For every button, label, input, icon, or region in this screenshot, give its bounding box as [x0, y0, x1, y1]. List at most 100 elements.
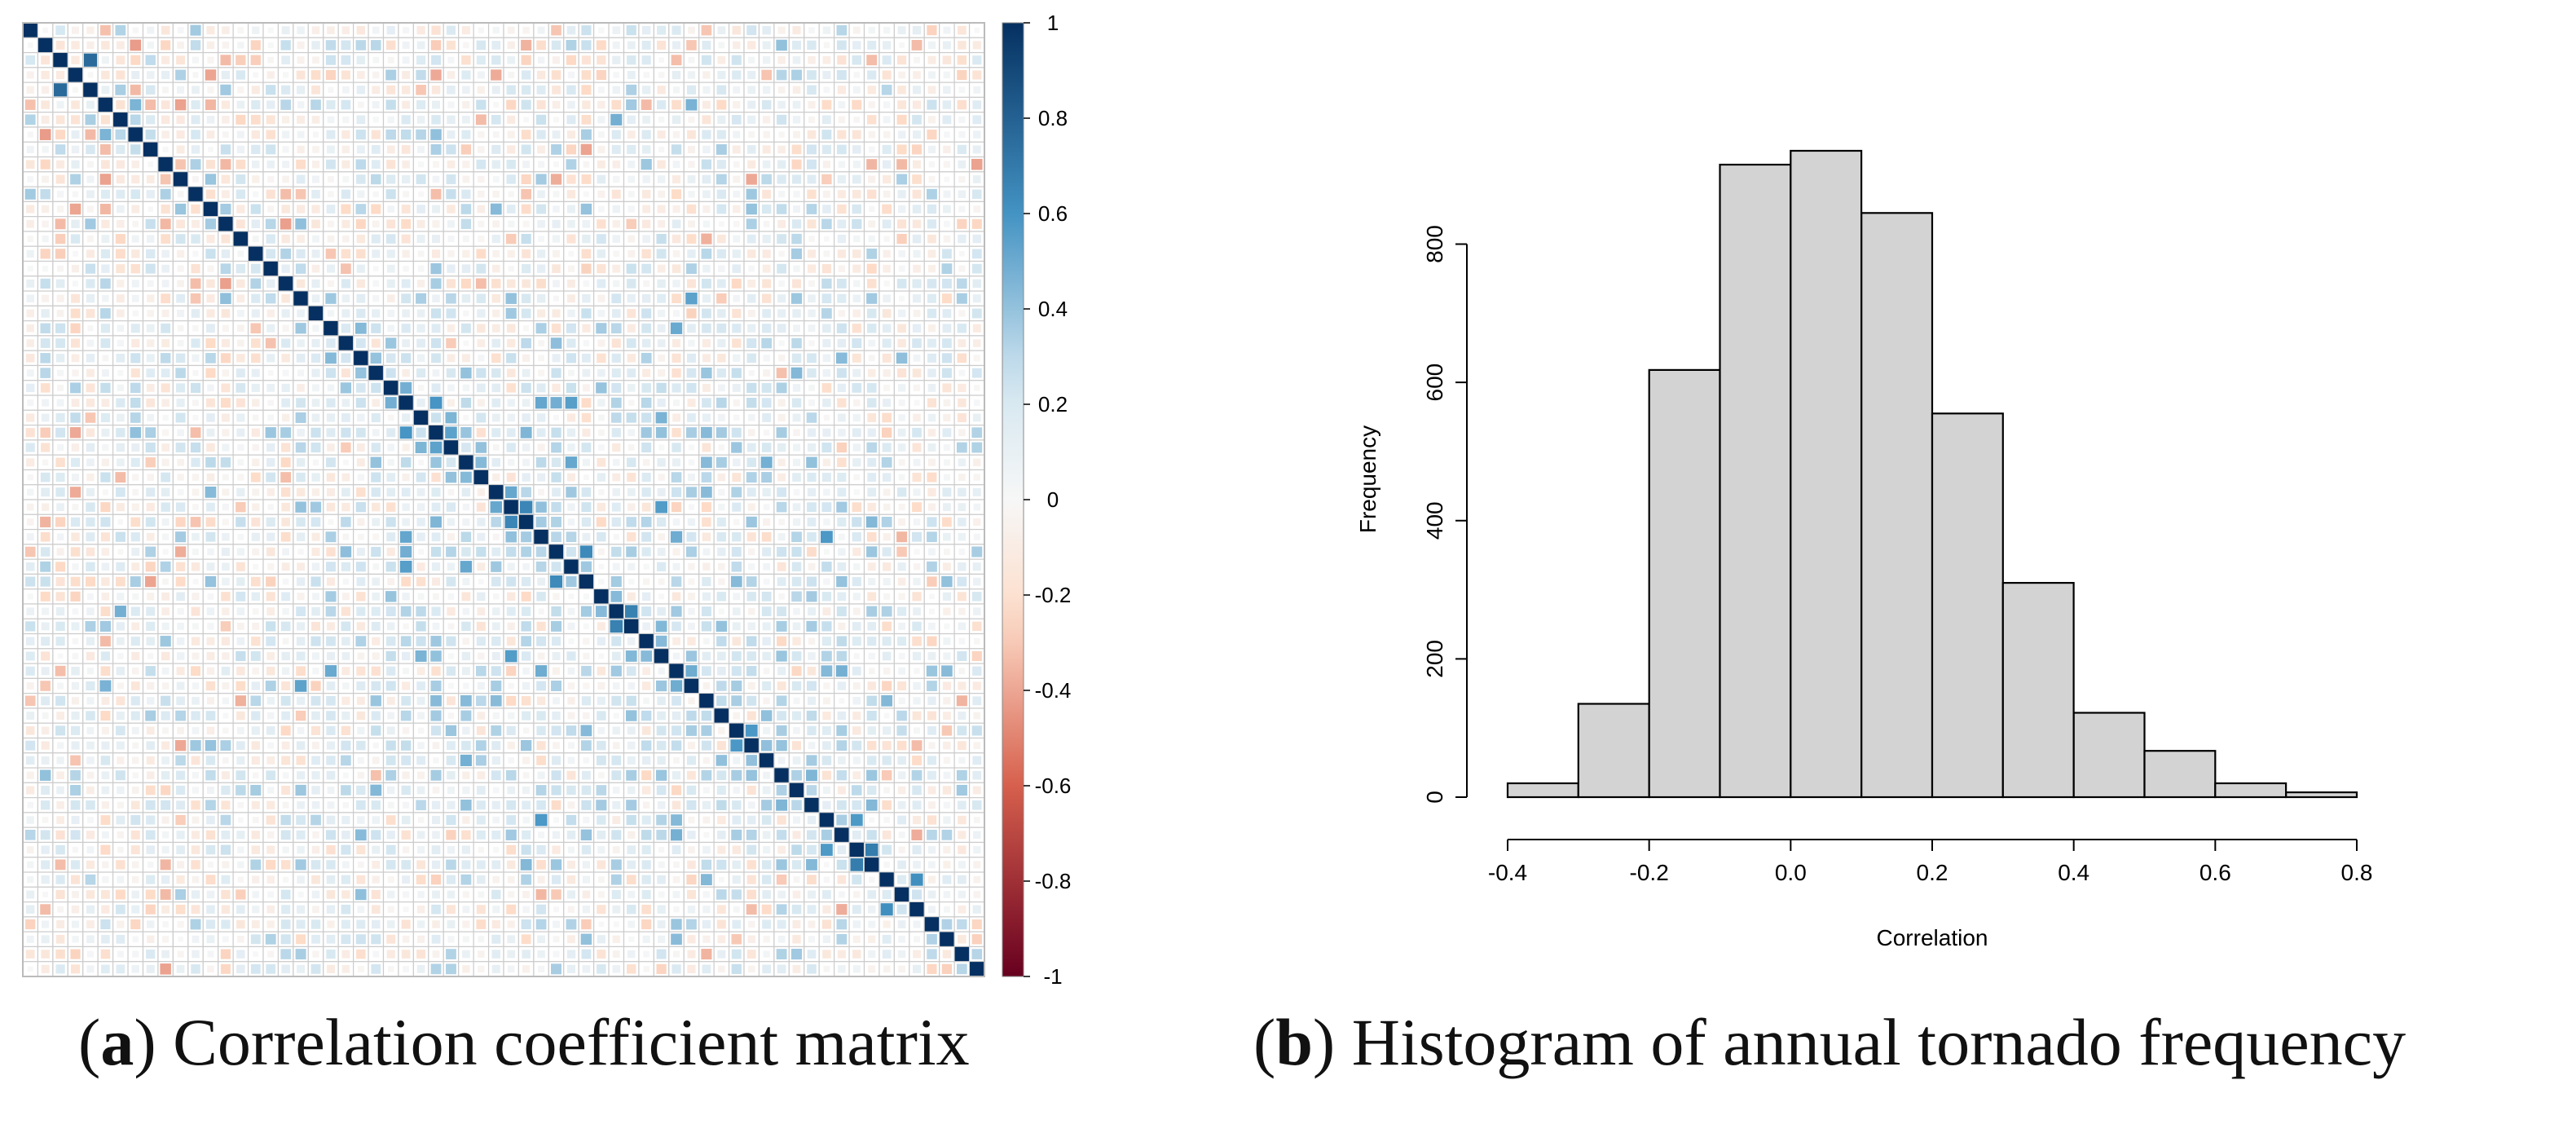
matrix-cell [537, 443, 545, 452]
matrix-cell [236, 205, 245, 214]
matrix-cell [551, 427, 561, 438]
matrix-cell [386, 25, 395, 35]
matrix-cell [431, 383, 441, 393]
matrix-cell [176, 667, 185, 676]
matrix-cell [641, 55, 651, 65]
matrix-cell [898, 474, 905, 481]
matrix-cell [161, 383, 170, 393]
matrix-cell [192, 816, 200, 824]
matrix-cell [611, 309, 621, 318]
matrix-cell [853, 235, 861, 243]
matrix-cell [72, 504, 79, 511]
matrix-cell [478, 190, 485, 198]
matrix-cell [597, 339, 605, 347]
matrix-cell [312, 324, 319, 332]
matrix-cell [746, 769, 757, 781]
matrix-cell [944, 220, 950, 227]
matrix-cell [824, 862, 830, 868]
matrix-cell [837, 204, 847, 214]
matrix-cell [911, 144, 923, 155]
matrix-cell [866, 531, 877, 542]
matrix-cell [403, 623, 409, 630]
matrix-cell [461, 860, 471, 870]
matrix-cell [507, 562, 515, 571]
matrix-cell [943, 145, 951, 154]
matrix-cell [852, 920, 861, 928]
matrix-cell [296, 637, 306, 646]
matrix-cell [521, 308, 531, 319]
matrix-cell [57, 384, 64, 391]
matrix-cell [836, 323, 847, 333]
matrix-cell [777, 294, 786, 303]
matrix-cell [176, 399, 185, 408]
matrix-cell [130, 412, 141, 423]
matrix-cell [310, 576, 321, 587]
matrix-cell [598, 27, 605, 33]
matrix-cell [943, 697, 951, 705]
matrix-cell [55, 25, 65, 35]
matrix-cell [852, 458, 861, 467]
matrix-cell [762, 279, 772, 289]
matrix-cell [762, 264, 771, 273]
matrix-cell [341, 950, 350, 959]
matrix-cell [702, 339, 711, 348]
matrix-cell [581, 70, 592, 80]
matrix-cell [385, 755, 396, 765]
matrix-cell [583, 280, 590, 287]
matrix-cell [927, 428, 936, 437]
matrix-cell [504, 515, 517, 529]
matrix-cell [896, 725, 907, 736]
y-tick-label: 600 [1422, 364, 1447, 402]
matrix-cell [281, 741, 290, 750]
matrix-cell [807, 144, 817, 155]
matrix-cell [447, 606, 456, 616]
matrix-cell [941, 368, 952, 378]
matrix-cell [804, 798, 819, 813]
matrix-cell [656, 517, 667, 527]
matrix-cell [927, 279, 937, 289]
matrix-cell [507, 115, 516, 124]
matrix-cell [913, 577, 921, 586]
matrix-cell [912, 427, 922, 438]
matrix-cell [401, 324, 411, 333]
matrix-cell [566, 487, 577, 498]
matrix-cell [836, 904, 848, 915]
matrix-cell [882, 681, 892, 691]
matrix-cell [311, 845, 320, 854]
matrix-cell [643, 950, 650, 958]
matrix-cell [687, 518, 696, 527]
matrix-cell [341, 696, 350, 705]
matrix-cell [220, 144, 231, 155]
matrix-cell [415, 442, 427, 453]
matrix-cell [478, 950, 485, 958]
matrix-cell [594, 589, 609, 604]
matrix-cell [538, 831, 545, 839]
matrix-cell [281, 85, 291, 95]
matrix-cell [267, 205, 275, 213]
matrix-cell [356, 800, 366, 810]
matrix-cell [777, 562, 786, 571]
matrix-cell [310, 501, 322, 513]
matrix-cell [462, 503, 470, 511]
matrix-cell [282, 175, 290, 183]
matrix-cell [581, 740, 592, 752]
correlation-matrix-frame [22, 22, 985, 977]
matrix-cell [220, 814, 231, 826]
matrix-cell [476, 368, 487, 378]
matrix-cell [236, 339, 244, 347]
matrix-cell [658, 444, 665, 451]
matrix-cell [897, 771, 906, 780]
matrix-cell [883, 41, 892, 50]
matrix-cell [807, 428, 817, 437]
matrix-cell [492, 309, 500, 318]
matrix-cell [837, 457, 847, 468]
matrix-cell [535, 323, 547, 334]
matrix-cell [672, 264, 681, 273]
matrix-cell [161, 204, 170, 214]
matrix-cell [192, 623, 200, 630]
matrix-cell [26, 458, 35, 467]
matrix-cell [958, 190, 967, 199]
matrix-cell [506, 233, 517, 245]
matrix-cell [597, 399, 605, 407]
